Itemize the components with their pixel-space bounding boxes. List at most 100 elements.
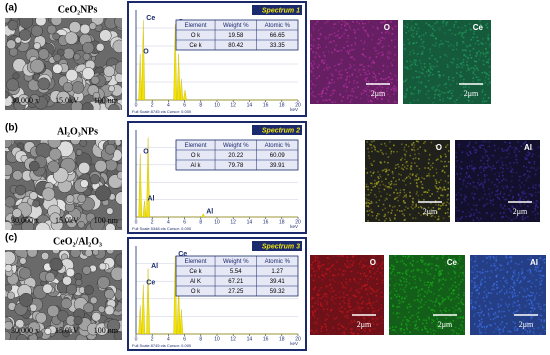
particle: [1, 164, 13, 176]
particle: [84, 303, 94, 313]
table-header: Element: [185, 23, 207, 29]
x-tick-label: 0: [135, 102, 138, 108]
spectrum-footer: Full Scale 8745 cts Cursor: 0.000: [132, 109, 192, 114]
spectrum-title: Spectrum 2: [262, 127, 300, 134]
x-tick-label: 16: [263, 219, 269, 225]
particle: [90, 174, 100, 184]
map-element: Ce: [447, 258, 458, 267]
table-cell: Al k: [191, 163, 202, 169]
table-header: Element: [185, 259, 207, 265]
particle: [99, 263, 106, 270]
particle: [0, 331, 10, 341]
particle: [20, 258, 27, 265]
particle: [38, 49, 49, 60]
particle: [8, 20, 18, 30]
particle: [74, 54, 81, 61]
particle: [63, 276, 72, 285]
x-tick-label: 6: [183, 219, 186, 225]
sem-voltage: 15.0kV: [55, 96, 79, 105]
particle: [108, 104, 119, 115]
particle: [93, 249, 99, 255]
map-scale: 2μm: [357, 320, 372, 329]
particle: [52, 246, 60, 254]
particle: [19, 293, 32, 306]
table-cell: 67.21: [228, 279, 244, 285]
particle: [69, 21, 81, 33]
table-cell: 59.32: [270, 289, 286, 295]
particle: [115, 192, 128, 205]
particle: [115, 254, 127, 266]
x-tick-label: 14: [247, 336, 253, 342]
particle: [13, 73, 19, 79]
particle: [50, 258, 63, 271]
table-cell: 20.22: [228, 153, 244, 159]
particle: [84, 285, 93, 294]
peak-label: Ce: [146, 280, 155, 287]
x-tick-label: 2: [151, 336, 154, 342]
particle: [115, 15, 129, 29]
table-cell: 79.78: [228, 163, 244, 169]
particle: [74, 316, 83, 325]
particle: [107, 246, 115, 254]
x-tick-label: 16: [263, 102, 269, 108]
particle: [19, 267, 31, 279]
x-unit: keV: [290, 107, 298, 112]
particle: [2, 91, 9, 98]
particle: [117, 171, 125, 179]
particle: [96, 43, 104, 51]
particle: [43, 284, 53, 294]
table-cell: 1.27: [271, 269, 283, 275]
x-tick-label: 14: [247, 219, 253, 225]
x-tick-label: 6: [183, 336, 186, 342]
sem-magnification: 30,000 x: [11, 216, 39, 225]
particle: [76, 279, 83, 286]
table-header: Atomic %: [265, 23, 291, 29]
particle: [7, 40, 16, 49]
sem-title: CeO₂NPs: [58, 4, 98, 15]
table-cell: 5.54: [230, 269, 242, 275]
table-cell: Ce k: [189, 43, 202, 49]
table-cell: 39.91: [270, 163, 286, 169]
particle: [1, 14, 10, 23]
table-cell: 66.65: [270, 33, 286, 39]
particle: [53, 33, 60, 40]
table-header: Atomic %: [265, 143, 291, 149]
particle: [109, 86, 115, 92]
table-header: Atomic %: [265, 259, 291, 265]
map-scale: 2μm: [464, 89, 479, 98]
peak-label: Al: [151, 263, 158, 270]
particle: [49, 148, 61, 160]
x-tick-label: 12: [230, 102, 236, 108]
particle: [66, 195, 74, 203]
x-tick-label: 12: [230, 336, 236, 342]
x-unit: keV: [290, 341, 298, 346]
map-scale: 2μm: [371, 89, 386, 98]
table-cell: 39.41: [270, 279, 286, 285]
particle: [106, 208, 113, 215]
sem-magnification: 30,000 x: [11, 96, 39, 105]
particle: [13, 170, 23, 180]
particle: [82, 103, 93, 114]
particle: [78, 162, 90, 174]
particle: [76, 149, 82, 155]
particle: [99, 30, 111, 42]
map-element: Ce: [473, 23, 484, 32]
sem-scale: 100 nm: [94, 216, 119, 225]
peak-label: Al: [148, 196, 155, 203]
particle: [5, 264, 12, 271]
table-header: Weight %: [223, 143, 249, 149]
particle: [51, 15, 62, 26]
particle: [42, 188, 55, 201]
particle: [115, 61, 128, 74]
particle: [5, 284, 12, 291]
table-cell: 27.25: [228, 289, 244, 295]
particle: [111, 267, 125, 281]
table-cell: 19.58: [228, 33, 244, 39]
particle: [65, 32, 78, 45]
particle: [70, 248, 80, 258]
table-cell: O k: [191, 33, 201, 39]
particle: [45, 272, 55, 282]
map-element: O: [370, 258, 376, 267]
sem-scale: 100 nm: [94, 96, 119, 105]
